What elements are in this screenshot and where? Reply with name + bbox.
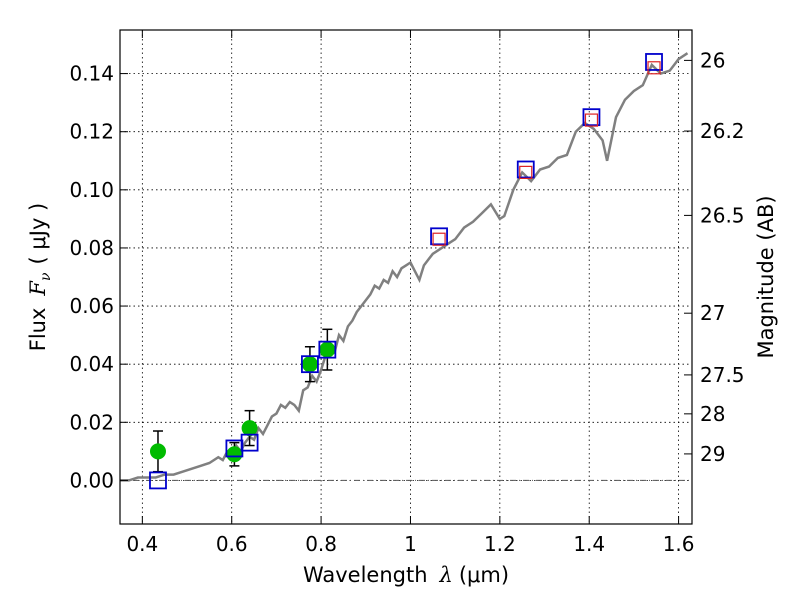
magnitude-tick-label: 26.2 (700, 119, 745, 143)
synthetic-point (516, 160, 535, 179)
y-tick-label: 0.06 (69, 294, 114, 318)
y-tick-label: 0.02 (69, 410, 114, 434)
synthetic-point (149, 471, 167, 490)
x-tick-label: 0.6 (216, 532, 248, 556)
x-tick-label: 1.4 (573, 532, 605, 556)
magnitude-tick-label: 28 (700, 402, 725, 426)
x-tick-label: 0.4 (126, 532, 158, 556)
observed-point (319, 341, 336, 358)
magnitude-tick-label: 27.5 (700, 363, 745, 387)
predicted-point (584, 113, 599, 127)
predicted-point (647, 61, 661, 75)
observed-point (301, 356, 318, 373)
model-spectrum-line (120, 52, 689, 482)
synthetic-point (430, 227, 448, 246)
synthetic-markers (149, 53, 663, 490)
y-tick-label: 0.04 (69, 352, 114, 376)
plot-frame (119, 29, 693, 525)
synthetic-point (645, 53, 663, 71)
predicted-markers (432, 61, 661, 246)
y-tick-label: 0.12 (69, 120, 114, 144)
synthetic-point (301, 355, 319, 374)
magnitude-axis-label: Magnitude (AB) (754, 195, 778, 358)
predicted-point (519, 165, 533, 179)
observed-point (226, 446, 243, 463)
x-axis-label: Wavelength λ (μm) (303, 563, 509, 587)
x-tick-label: 1 (404, 532, 417, 556)
y-tick-label: 0.10 (69, 178, 114, 202)
observed-point (241, 420, 258, 437)
y-tick-label: 0.00 (69, 468, 114, 492)
x-axis-ticks: 0.4 0.6 0.8 1 1.2 1.4 1.6 (126, 30, 695, 556)
synthetic-point (240, 433, 259, 452)
y-tick-label: 0.14 (69, 62, 114, 86)
magnitude-tick-label: 26.5 (700, 203, 745, 227)
x-tick-label: 1.6 (663, 532, 695, 556)
observed-point (149, 443, 166, 460)
magnitude-tick-label: 27 (700, 301, 725, 325)
y-axis-label: FluxFν( μJy ) (26, 203, 54, 351)
x-tick-label: 1.2 (484, 532, 516, 556)
x-tick-label: 0.8 (305, 532, 337, 556)
synthetic-point (582, 108, 601, 127)
predicted-point (432, 232, 446, 246)
grid-lines (120, 30, 692, 524)
y-axis-ticks: 0.00 0.02 0.04 0.06 0.08 0.10 0.12 0.14 (69, 62, 128, 492)
magnitude-axis-ticks: 26 26.2 26.5 27 27.5 28 29 (684, 48, 745, 466)
magnitude-tick-label: 29 (700, 442, 725, 466)
y-tick-label: 0.08 (69, 236, 114, 260)
magnitude-tick-label: 26 (700, 48, 725, 72)
synthetic-point (318, 340, 337, 359)
observed-markers (149, 341, 336, 463)
